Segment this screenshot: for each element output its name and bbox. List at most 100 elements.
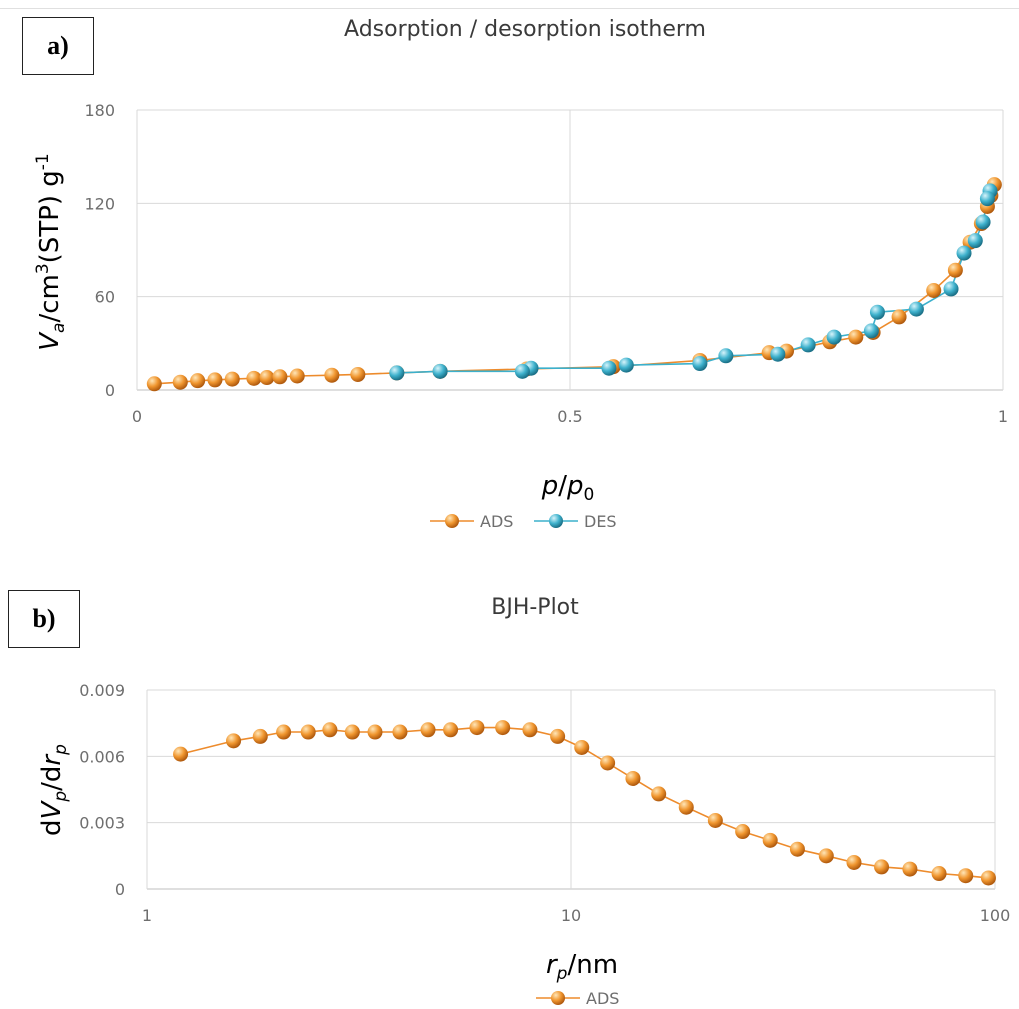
isotherm-point-des [869, 304, 885, 320]
isotherm-point-ads [172, 374, 188, 390]
panel-b-label: b) [8, 590, 80, 648]
bjh-point-ads [300, 724, 316, 740]
isotherm-point-ads [190, 373, 206, 389]
isotherm-lines [154, 184, 996, 385]
bjh-point-ads [344, 724, 360, 740]
legend-label-des: DES [584, 512, 617, 531]
bjh-x-axis-label: rp/nm [546, 950, 618, 984]
bjh-point-ads [420, 722, 436, 738]
isotherm-y-axis-label: Va/cm3(STP) g-1 [33, 153, 69, 351]
bjh-point-ads [846, 854, 862, 870]
isotherm-point-des [800, 337, 816, 353]
bjh-point-ads [392, 724, 408, 740]
bjh-point-ads [522, 722, 538, 738]
isotherm-title: Adsorption / desorption isotherm [344, 17, 706, 42]
isotherm-point-ads [246, 370, 262, 386]
bjh-point-ads [678, 799, 694, 815]
bjh-title: BJH-Plot [491, 595, 579, 620]
bjh-point-ads [874, 859, 890, 875]
bjh-point-ads [495, 720, 511, 736]
isotherm-series-line-des [396, 190, 991, 374]
isotherm-point-ads [891, 309, 907, 325]
isotherm-x-axis-label: p/p0 [541, 471, 595, 505]
isotherm-y-tick-label: 180 [84, 101, 115, 120]
isotherm-point-des [692, 356, 708, 372]
isotherm-point-ads [146, 376, 162, 392]
bjh-point-ads [322, 722, 338, 738]
bjh-point-ads [574, 739, 590, 755]
isotherm-point-des [514, 363, 530, 379]
bjh-point-ads [226, 733, 242, 749]
isotherm-point-ads [947, 262, 963, 278]
isotherm-legend: ADS DES [430, 512, 617, 531]
isotherm-chart: Adsorption / desorption isotherm 0 60 120 1… [33, 17, 1008, 531]
bjh-grid [146, 689, 996, 890]
bjh-point-ads [707, 812, 723, 828]
isotherm-y-tick-label: 0 [105, 381, 115, 400]
bjh-point-ads [276, 724, 292, 740]
isotherm-point-des [943, 281, 959, 297]
isotherm-point-ads [350, 366, 366, 382]
bjh-point-ads [625, 770, 641, 786]
isotherm-points [146, 177, 1002, 392]
bjh-point-ads [651, 786, 667, 802]
isotherm-point-des [601, 360, 617, 376]
isotherm-x-tick-label: 0 [132, 407, 142, 426]
bjh-point-ads [980, 870, 996, 886]
bjh-legend: ADS [536, 989, 619, 1008]
bjh-point-ads [818, 848, 834, 864]
isotherm-point-ads [272, 369, 288, 385]
bjh-legend-marker [551, 991, 565, 1005]
isotherm-point-des [718, 348, 734, 364]
bjh-point-ads [789, 841, 805, 857]
bjh-y-tick-label: 0.009 [79, 681, 125, 700]
isotherm-ticks: 0 60 120 180 0 0.5 1 [84, 101, 1008, 426]
top-divider [0, 8, 1019, 9]
isotherm-point-des [956, 245, 972, 261]
isotherm-point-des [979, 191, 995, 207]
isotherm-point-ads [926, 282, 942, 298]
isotherm-point-des [770, 346, 786, 362]
bjh-legend-label: ADS [586, 989, 619, 1008]
isotherm-point-des [618, 357, 634, 373]
bjh-point-ads [902, 861, 918, 877]
isotherm-point-ads [259, 370, 275, 386]
legend-marker-des [549, 514, 563, 528]
legend-label-ads: ADS [480, 512, 513, 531]
isotherm-point-ads [289, 368, 305, 384]
bjh-ticks: 0 0.003 0.006 0.009 1 10 100 [79, 681, 1010, 925]
isotherm-series-line-ads [154, 184, 996, 385]
bjh-point-ads [173, 746, 189, 762]
bjh-point-ads [762, 832, 778, 848]
bjh-x-tick-label: 100 [980, 906, 1011, 925]
legend-marker-ads [445, 514, 459, 528]
isotherm-point-des [967, 233, 983, 249]
isotherm-point-ads [207, 372, 223, 388]
bjh-point-ads [443, 722, 459, 738]
bjh-point-ads [367, 724, 383, 740]
bjh-points [173, 720, 996, 886]
bjh-y-axis-label: dVp/drp [37, 744, 71, 836]
isotherm-point-ads [848, 329, 864, 345]
isotherm-grid [136, 109, 1004, 391]
isotherm-point-des [908, 301, 924, 317]
bjh-point-ads [931, 866, 947, 882]
panel-a-label: a) [22, 17, 94, 75]
bjh-x-tick-label: 10 [561, 906, 581, 925]
bjh-point-ads [469, 720, 485, 736]
bjh-x-tick-label: 1 [142, 906, 152, 925]
isotherm-y-tick-label: 120 [84, 194, 115, 213]
isotherm-y-tick-label: 60 [95, 288, 115, 307]
isotherm-point-ads [224, 371, 240, 387]
isotherm-point-des [863, 323, 879, 339]
bjh-y-tick-label: 0 [115, 880, 125, 899]
isotherm-x-tick-label: 1 [998, 407, 1008, 426]
isotherm-x-tick-label: 0.5 [557, 407, 582, 426]
bjh-y-tick-label: 0.003 [79, 814, 125, 833]
bjh-point-ads [958, 868, 974, 884]
isotherm-point-des [975, 214, 991, 230]
bjh-point-ads [735, 824, 751, 840]
bjh-y-tick-label: 0.006 [79, 747, 125, 766]
isotherm-point-des [389, 365, 405, 381]
